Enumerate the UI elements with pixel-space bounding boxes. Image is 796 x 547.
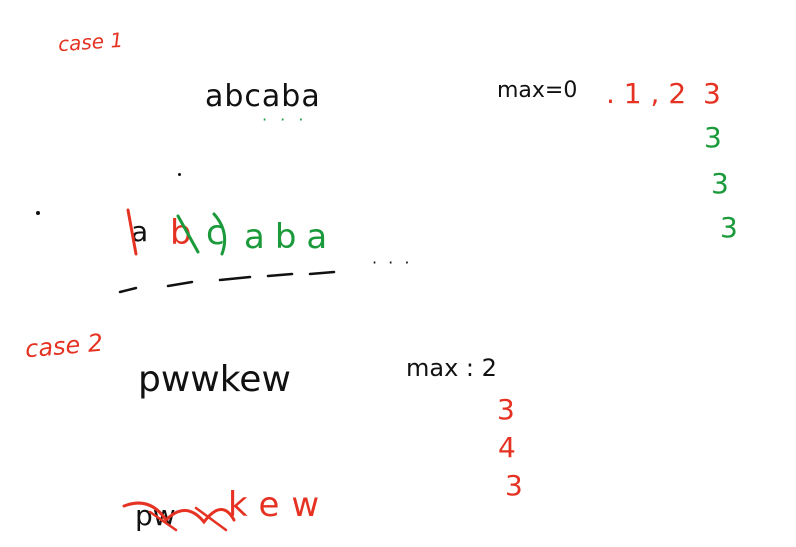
- case-2-string: pwwkew: [138, 359, 291, 400]
- case-1-window-rest: aba: [244, 217, 338, 257]
- case-1-label: case 1: [57, 27, 124, 57]
- case-2-value-2: 4: [498, 431, 516, 464]
- dash-mark: [166, 280, 194, 288]
- dash-mark: [218, 275, 252, 282]
- case-1-red-three: 3: [703, 77, 721, 110]
- case-1-window-crossed-red: b: [170, 213, 192, 253]
- case-2-max-label: max : 2: [406, 354, 497, 382]
- case-1-green-value-2: 3: [711, 167, 729, 200]
- case-2-value-3: 3: [505, 469, 523, 502]
- dash-mark: [266, 272, 294, 278]
- stray-dot: [178, 173, 181, 176]
- case-2-value-1: 3: [497, 393, 515, 426]
- case-2-window-prefix: pw: [135, 499, 176, 532]
- case-1-green-value-1: 3: [704, 121, 722, 154]
- case-1-green-value-3: 3: [720, 211, 738, 244]
- case-1-string: abcaba: [205, 79, 321, 114]
- strike-mark-red: [194, 506, 228, 532]
- case-2-window-rest: kew: [228, 485, 332, 525]
- case-1-window-first-char: a: [131, 215, 149, 248]
- stray-dot: [36, 211, 40, 215]
- case-2-label: case 2: [23, 328, 105, 364]
- case-1-max-label: max=0: [497, 78, 578, 103]
- dash-mark: [308, 270, 336, 276]
- case-1-trailing-dots: · · ·: [372, 253, 413, 272]
- case-1-underline-dots: · · ·: [262, 110, 308, 129]
- case-1-red-values: . 1 , 2: [606, 77, 687, 110]
- dash-mark: [118, 286, 138, 294]
- case-1-window-crossed-green: c: [206, 213, 225, 253]
